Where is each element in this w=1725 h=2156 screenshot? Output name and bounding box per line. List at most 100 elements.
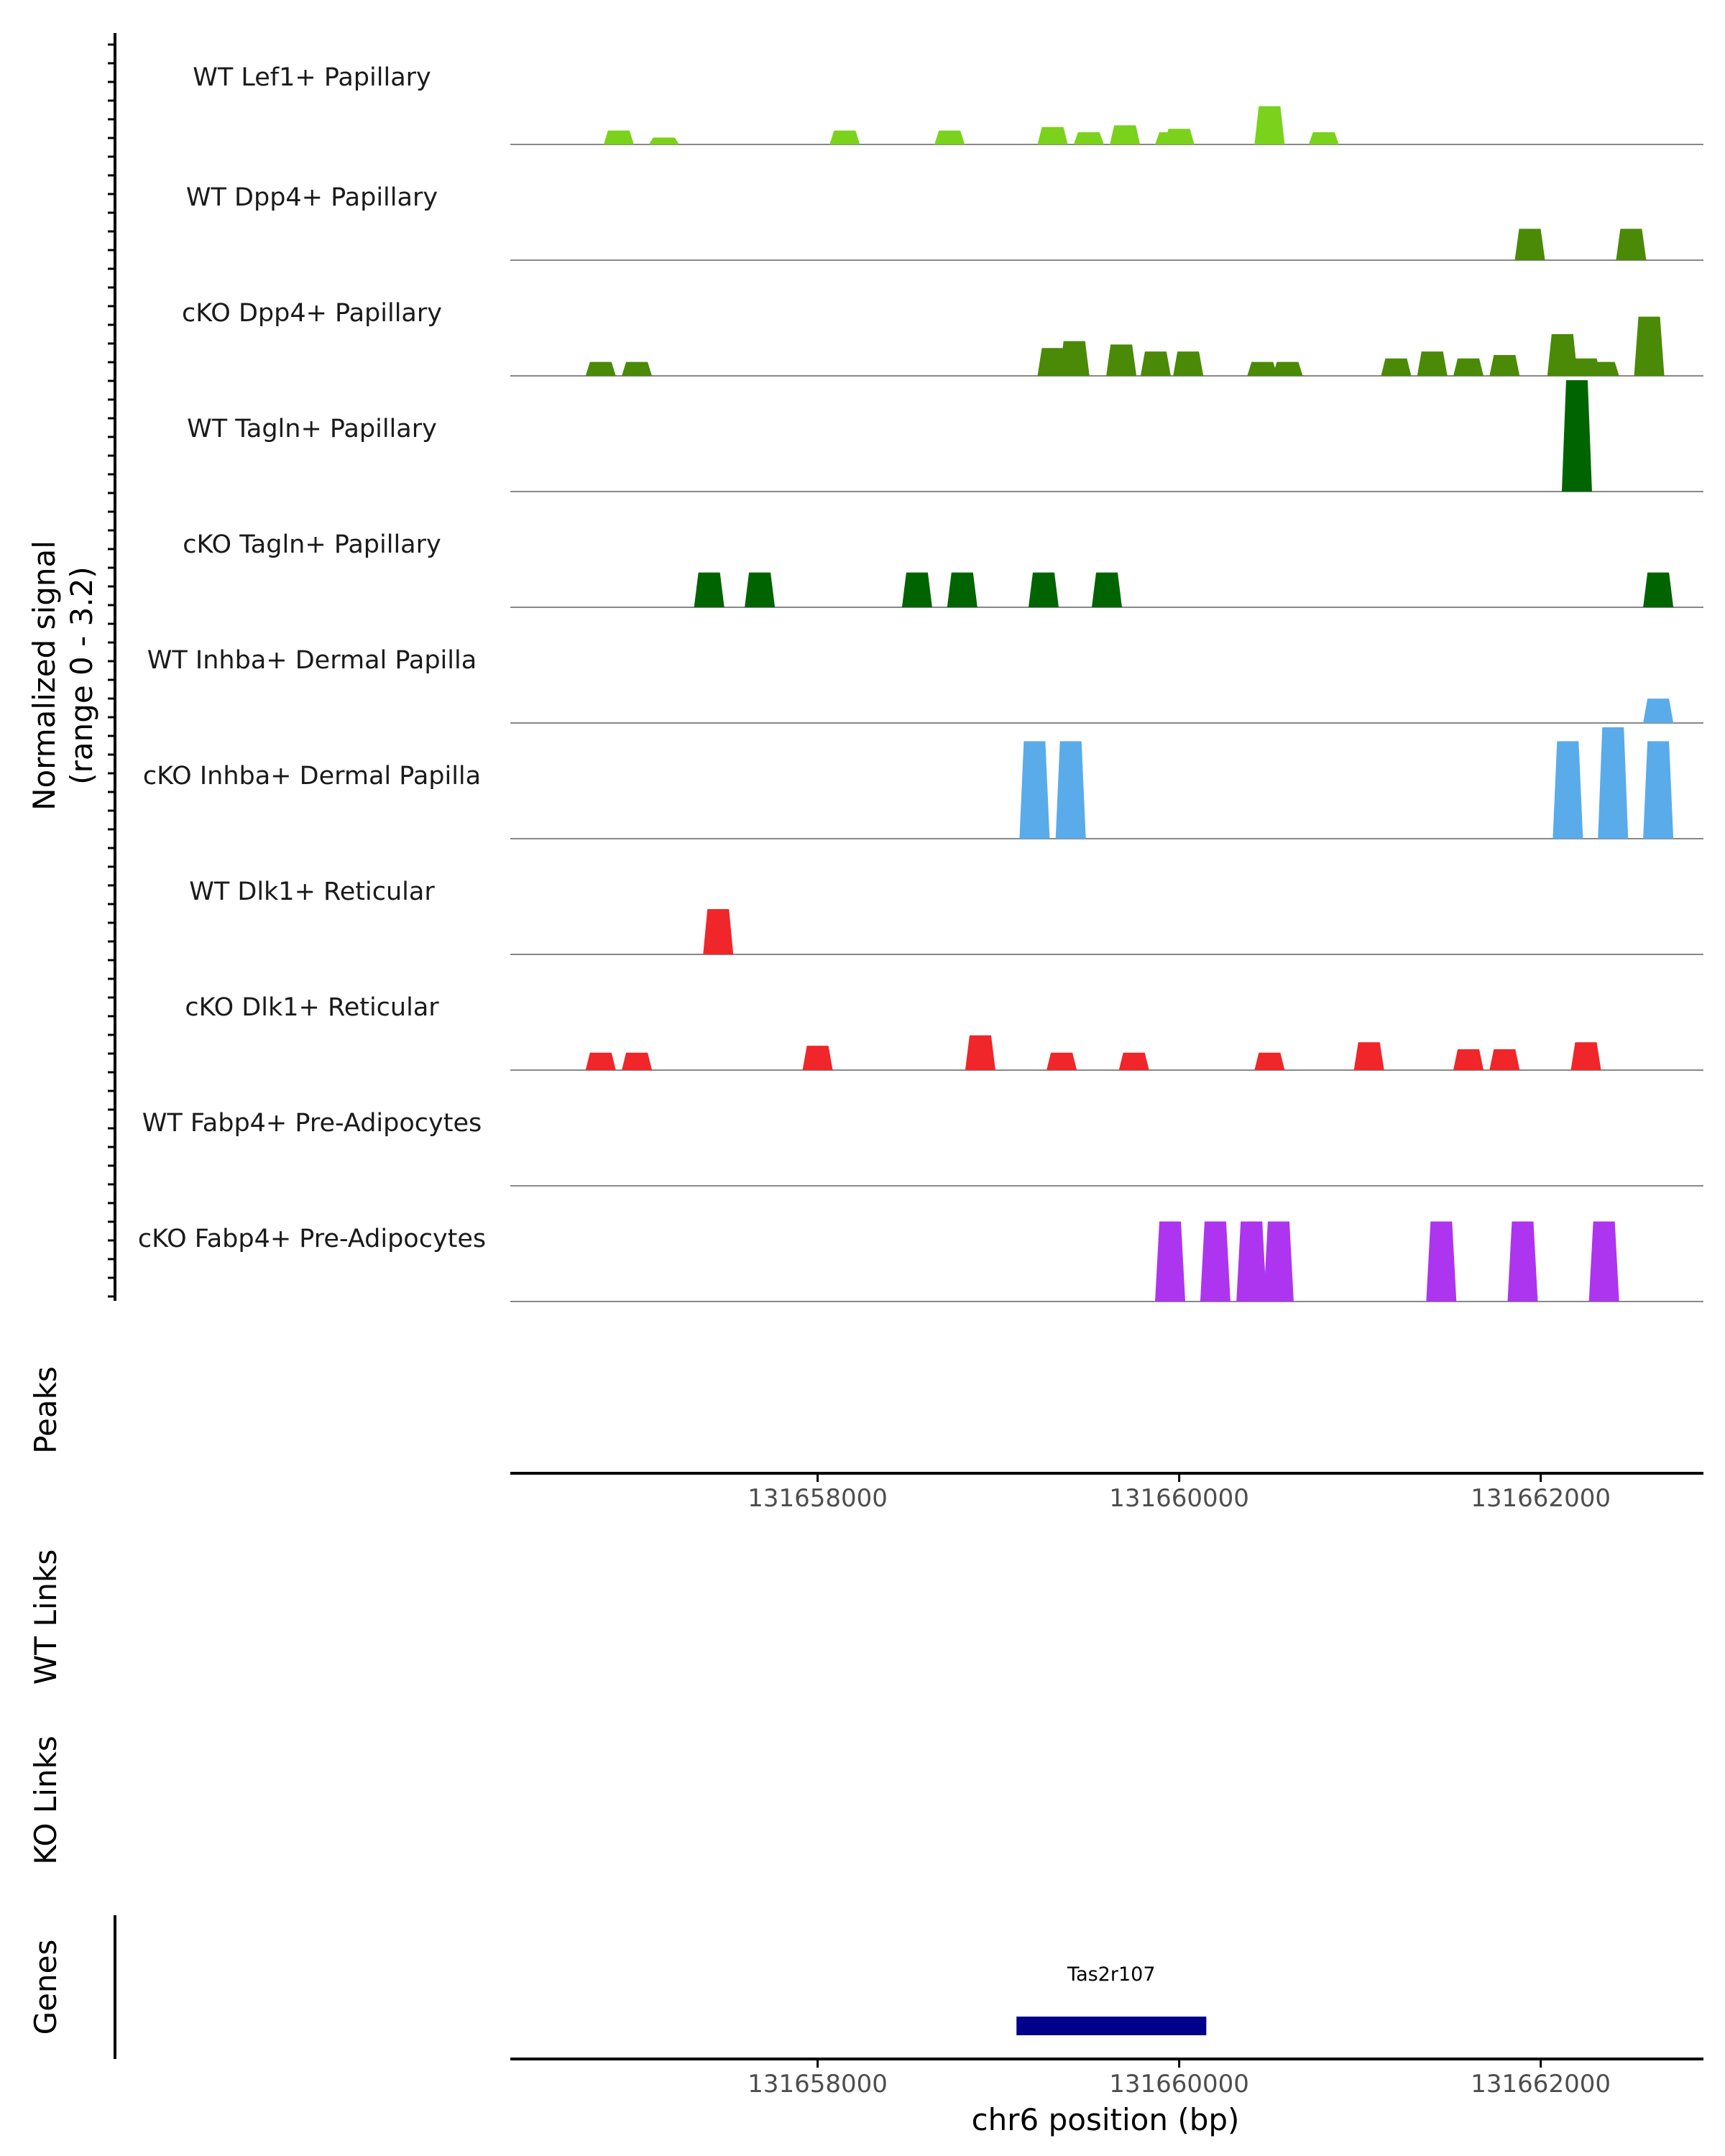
signal-peak [1037, 126, 1068, 144]
signal-peak [829, 130, 860, 144]
track-label: WT Inhba+ Dermal Papilla [147, 646, 477, 675]
gene-label: Tas2r107 [1067, 1963, 1155, 1986]
signal-peak [1200, 1221, 1230, 1302]
x-tick-label: 131660000 [1109, 1484, 1249, 1513]
signal-peak [1092, 572, 1122, 607]
track-label: cKO Inhba+ Dermal Papilla [143, 762, 481, 791]
signal-peak [648, 137, 679, 144]
track-4: WT Tagln+ Papillary [187, 380, 1703, 492]
x-tick-label: 131662000 [1471, 2070, 1611, 2099]
y-axis-ticks [108, 43, 115, 1298]
signal-peak [1453, 358, 1484, 376]
signal-peak [1028, 572, 1059, 607]
track-9: cKO Dlk1+ Reticular [185, 993, 1703, 1071]
coverage-tracks: WT Lef1+ Papillary WT Dpp4+ Papillary cKO … [138, 63, 1703, 1302]
signal-peak [745, 572, 776, 607]
signal-peak [1247, 361, 1278, 376]
x-tick-label: 131660000 [1109, 2070, 1249, 2099]
track-label: WT Fabp4+ Pre-Adipocytes [142, 1109, 482, 1138]
signal-peak [1308, 132, 1339, 144]
track-1: WT Lef1+ Papillary [193, 63, 1703, 145]
signal-peak [1272, 361, 1303, 376]
y-axis-title: Normalized signal [27, 540, 62, 811]
signal-peak [622, 361, 653, 376]
ko-links-label: KO Links [28, 1736, 63, 1865]
signal-peak [1561, 380, 1592, 492]
track-8: WT Dlk1+ Reticular [189, 877, 1703, 955]
signal-peak [965, 1035, 995, 1070]
signal-peak [1634, 316, 1665, 376]
x-tick-label: 131658000 [748, 1484, 888, 1513]
signal-peak [1643, 572, 1674, 607]
signal-peak [622, 1052, 653, 1070]
signal-peak [1254, 106, 1285, 144]
signal-peak [1353, 1042, 1384, 1070]
signal-peak [1588, 361, 1619, 376]
x-tick-label: 131658000 [748, 2070, 888, 2099]
track-6: WT Inhba+ Dermal Papilla [147, 646, 1703, 724]
signal-peak [1426, 1221, 1457, 1302]
signal-peak [1155, 1221, 1186, 1302]
signal-peak [1106, 344, 1137, 376]
signal-peak [1055, 741, 1086, 839]
y-axis-subtitle: (range 0 - 3.2) [64, 566, 99, 785]
signal-peak [1489, 354, 1520, 376]
track-10: WT Fabp4+ Pre-Adipocytes [142, 1109, 1703, 1187]
track-label: WT Dpp4+ Papillary [186, 183, 438, 212]
track-5: cKO Tagln+ Papillary [183, 530, 1703, 608]
track-3: cKO Dpp4+ Papillary [182, 299, 1703, 377]
signal-peak [1616, 229, 1647, 260]
signal-peak [1514, 229, 1545, 260]
x-tick-label: 131662000 [1471, 1484, 1611, 1513]
signal-peak [1417, 351, 1448, 376]
signal-peak [1643, 741, 1674, 839]
signal-peak [1453, 1049, 1484, 1070]
signal-peak [1173, 351, 1204, 376]
signal-peak [1236, 1221, 1267, 1302]
signal-peak [1547, 333, 1578, 376]
signal-peak [1118, 1052, 1149, 1070]
signal-peak [802, 1046, 833, 1070]
signal-peak [694, 572, 724, 607]
peaks-label: Peaks [28, 1366, 63, 1454]
signal-peak [934, 130, 965, 144]
x-axis-title: chr6 position (bp) [972, 2102, 1240, 2137]
track-11: cKO Fabp4+ Pre-Adipocytes [138, 1221, 1703, 1302]
signal-peak [1073, 132, 1104, 144]
signal-peak [1019, 741, 1050, 839]
gene-track: Tas2r107 [1016, 1963, 1207, 2035]
signal-peak [1381, 358, 1412, 376]
signal-peak [603, 130, 634, 144]
track-label: WT Lef1+ Papillary [193, 63, 431, 92]
signal-peak [1140, 351, 1171, 376]
gene-body [1016, 2017, 1207, 2035]
signal-peak [1570, 1042, 1601, 1070]
signal-peak [703, 909, 734, 954]
signal-peak [1164, 129, 1195, 144]
track-7: cKO Inhba+ Dermal Papilla [143, 727, 1703, 839]
x-axis-ticks-top: 131658000 131660000 131662000 [748, 1473, 1611, 1513]
track-label: cKO Dpp4+ Papillary [182, 299, 442, 328]
signal-peak [1588, 1221, 1619, 1302]
signal-peak [1598, 727, 1629, 839]
track-label: WT Dlk1+ Reticular [189, 877, 435, 906]
signal-peak [585, 1052, 616, 1070]
signal-peak [947, 572, 978, 607]
track-label: cKO Fabp4+ Pre-Adipocytes [138, 1225, 486, 1253]
signal-peak [1507, 1221, 1538, 1302]
signal-peak [1263, 1221, 1294, 1302]
signal-peak [1046, 1052, 1077, 1070]
track-label: WT Tagln+ Papillary [187, 415, 437, 443]
track-label: cKO Dlk1+ Reticular [185, 993, 439, 1022]
signal-peak [1110, 125, 1141, 144]
signal-peak [1059, 341, 1090, 376]
x-axis-ticks-bottom: 131658000 131660000 131662000 [748, 2059, 1611, 2099]
signal-peak [1254, 1052, 1285, 1070]
signal-peak [901, 572, 932, 607]
signal-peak [585, 361, 616, 376]
wt-links-label: WT Links [28, 1549, 63, 1685]
genes-label: Genes [28, 1940, 63, 2035]
signal-peak [1489, 1049, 1520, 1070]
track-label: cKO Tagln+ Papillary [183, 530, 441, 559]
